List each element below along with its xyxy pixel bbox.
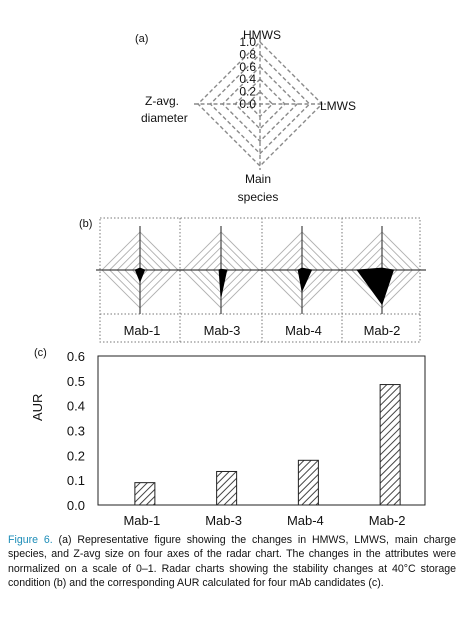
radar-shape-mab-3 <box>218 268 228 297</box>
caption-label: Figure 6. <box>8 534 53 546</box>
radar-chart-a: 0.00.20.40.60.81.0 <box>194 35 326 170</box>
caption-text: (a) Representative figure showing the ch… <box>8 534 457 590</box>
y-tick-label: 0.3 <box>67 424 85 439</box>
radar-a-ring <box>234 78 286 130</box>
panel-c-tag: (c) <box>34 347 47 359</box>
axis-label-lmws: LMWS <box>320 99 356 113</box>
radar-a-ring <box>221 65 299 143</box>
axis-label-main: Main <box>244 172 271 186</box>
radar-mab-2 <box>338 226 426 314</box>
axis-label-zavg: Z-avg. <box>145 94 180 108</box>
radar-a-tick-label: 0.2 <box>239 85 256 99</box>
radar-shape-mab-4 <box>297 267 313 293</box>
radar-a-tick-label: 0.4 <box>239 72 256 86</box>
radar-a-ring <box>209 53 311 155</box>
bar-mab-4 <box>297 459 319 506</box>
figure-canvas: 0.00.20.40.60.81.0 0.00.10.20.30.40.50.6… <box>67 35 426 528</box>
bar-mab-2 <box>379 384 401 506</box>
x-tick-label: Mab-2 <box>369 513 406 528</box>
radar-name-mab-4: Mab-4 <box>285 323 322 338</box>
figure-caption: Figure 6. (a) Representative figure show… <box>8 533 456 591</box>
axis-label-diameter: diameter <box>141 111 188 125</box>
axis-label-species: species <box>237 190 279 204</box>
y-tick-label: 0.4 <box>67 399 85 414</box>
x-tick-label: Mab-3 <box>205 513 242 528</box>
plot-area <box>97 355 426 506</box>
radar-shape-mab-2 <box>356 267 395 306</box>
radar-a-tick-label: 0.0 <box>239 97 256 111</box>
y-tick-label: 0.2 <box>67 448 85 463</box>
x-tick-label: Mab-1 <box>123 513 160 528</box>
y-tick-label: 0.5 <box>67 374 85 389</box>
y-axis-label: AUR <box>30 393 45 421</box>
radar-name-mab-2: Mab-2 <box>363 323 401 338</box>
bar-chart-c: 0.0 0.1 0.2 0.3 0.4 0.5 0.6 Mab-1 Mab-3 Mab-4 Mab-… <box>67 349 426 528</box>
radar-name-mab-3: Mab-3 <box>203 323 241 338</box>
axis-label-hmws: HMWS <box>243 28 281 42</box>
radar-shape-mab-1 <box>134 267 146 283</box>
bar-mab-3 <box>216 470 238 506</box>
radar-a-tick-label: 1.0 <box>239 35 256 49</box>
radar-charts-b <box>96 217 426 343</box>
radar-a-tick-label: 0.6 <box>239 60 256 74</box>
y-tick-label: 0.6 <box>67 349 85 364</box>
y-tick-label: 0.1 <box>67 473 85 488</box>
panel-b-tag: (b) <box>79 218 93 230</box>
radar-mab-4 <box>258 226 346 314</box>
radar-mab-3 <box>177 226 265 314</box>
x-tick-label: Mab-4 <box>287 513 324 528</box>
radar-b-frame <box>99 217 421 343</box>
radar-mab-1 <box>96 226 184 314</box>
radar-name-mab-1: Mab-1 <box>123 323 161 338</box>
panel-a-tag: (a) <box>135 33 149 45</box>
radar-a-tick-label: 0.8 <box>239 47 256 61</box>
bar-mab-1 <box>134 482 156 506</box>
y-tick-label: 0.0 <box>67 498 85 513</box>
